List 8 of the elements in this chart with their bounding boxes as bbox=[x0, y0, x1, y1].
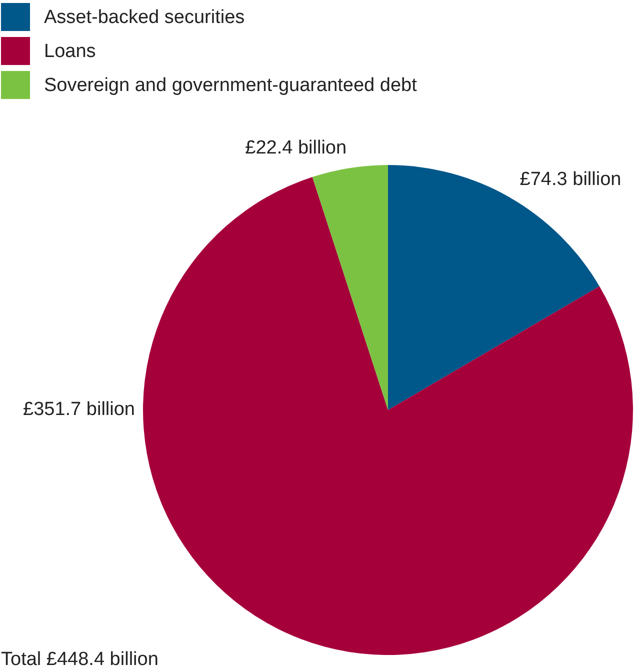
data-label: £351.7 billion bbox=[23, 399, 135, 420]
pie-slice bbox=[312, 165, 388, 410]
data-label: £22.4 billion bbox=[245, 137, 347, 158]
legend-label: Loans bbox=[44, 41, 96, 62]
text: Total £448.4 billion bbox=[1, 649, 158, 670]
legend-label: Sovereign and government-guaranteed debt bbox=[44, 75, 418, 96]
legend-label: Asset-backed securities bbox=[44, 7, 245, 28]
data-label: £74.3 billion bbox=[520, 169, 622, 190]
